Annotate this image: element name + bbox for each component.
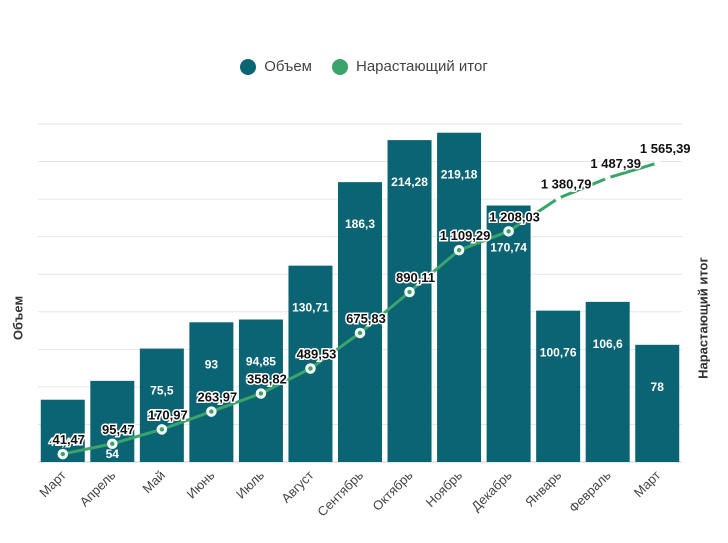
x-tick-label: Январь xyxy=(522,467,564,509)
cumulative-point-inner xyxy=(405,288,414,296)
cumulative-value-label: 358,82 xyxy=(247,371,287,386)
x-tick-label: Декабрь xyxy=(468,467,515,514)
legend-item-volume[interactable]: Объем xyxy=(240,58,312,75)
cumulative-value-label: 1 487,39 xyxy=(590,156,641,171)
legend-cumulative-label: Нарастающий итог xyxy=(355,58,488,75)
cumulative-point-inner xyxy=(257,389,265,398)
bar xyxy=(139,348,184,462)
x-tick-label: Ноябрь xyxy=(423,467,466,510)
x-tick-label: Март xyxy=(36,467,69,500)
bar-value-label: 219,18 xyxy=(441,168,478,182)
cumulative-point xyxy=(604,174,611,181)
cumulative-value-label: 1 380,79 xyxy=(541,176,592,191)
cumulative-value-label: 170,97 xyxy=(148,407,188,422)
bar-value-label: 100,76 xyxy=(540,346,577,360)
bar xyxy=(437,132,482,463)
x-tick-label: Март xyxy=(631,467,664,500)
bar-value-label: 93 xyxy=(205,357,219,371)
cumulative-point-inner xyxy=(306,364,315,373)
bar-value-label: 170,74 xyxy=(490,241,527,255)
legend: Объем Нарастающий итог xyxy=(0,58,728,75)
bar-value-label: 130,71 xyxy=(292,301,329,315)
x-tick-label: Август xyxy=(278,467,316,505)
x-tick-label: Июнь xyxy=(184,467,218,501)
cumulative-value-label: 675,83 xyxy=(346,311,386,326)
bar-value-label: 186,3 xyxy=(345,217,375,231)
legend-item-cumulative[interactable]: Нарастающий итог xyxy=(331,58,488,75)
cumulative-value-label: 890,11 xyxy=(396,270,435,285)
bar-value-label: 106,6 xyxy=(593,337,623,351)
bar-value-label: 75,5 xyxy=(150,384,174,398)
cumulative-point-inner xyxy=(108,440,117,448)
cumulative-point xyxy=(654,160,661,167)
bar xyxy=(387,140,432,462)
bar xyxy=(486,205,531,463)
cumulative-point-inner xyxy=(59,450,67,458)
cumulative-point-inner xyxy=(455,246,463,254)
cumulative-value-label: 1 565,39 xyxy=(640,141,691,156)
cumulative-value-label: 1 208,03 xyxy=(489,209,540,224)
cumulative-point-inner xyxy=(356,329,364,337)
bar xyxy=(536,310,581,462)
x-tick-label: Сентябрь xyxy=(314,467,366,519)
bar-value-label: 94,85 xyxy=(246,355,276,369)
x-tick-label: Февраль xyxy=(566,467,614,515)
bar-value-label: 78 xyxy=(651,380,665,394)
bar xyxy=(585,301,630,462)
legend-cumulative-swatch xyxy=(331,58,348,75)
bar-value-label: 41,47 xyxy=(48,435,78,449)
cumulative-value-label: 489,53 xyxy=(297,347,337,362)
cumulative-point-inner xyxy=(207,407,216,416)
x-tick-label: Октябрь xyxy=(369,467,415,513)
cumulative-point-inner xyxy=(158,425,166,434)
bar xyxy=(635,344,680,462)
legend-volume-swatch xyxy=(240,58,257,75)
x-tick-label: Июль xyxy=(233,467,267,501)
cumulative-value-label: 41,47 xyxy=(52,432,85,447)
cumulative-point-inner xyxy=(504,227,513,236)
cumulative-value-label: 1 109,29 xyxy=(440,228,491,243)
cumulative-value-label: 263,97 xyxy=(198,390,238,405)
bar-value-label: 54 xyxy=(106,447,120,461)
cumulative-value-label: 95,47 xyxy=(102,422,135,437)
cumulative-point xyxy=(555,195,562,202)
bar xyxy=(189,322,234,462)
x-tick-label: Май xyxy=(139,468,168,497)
bar-value-label: 214,28 xyxy=(391,175,428,189)
x-tick-label: Апрель xyxy=(77,467,119,509)
legend-volume-label: Объем xyxy=(264,58,312,75)
